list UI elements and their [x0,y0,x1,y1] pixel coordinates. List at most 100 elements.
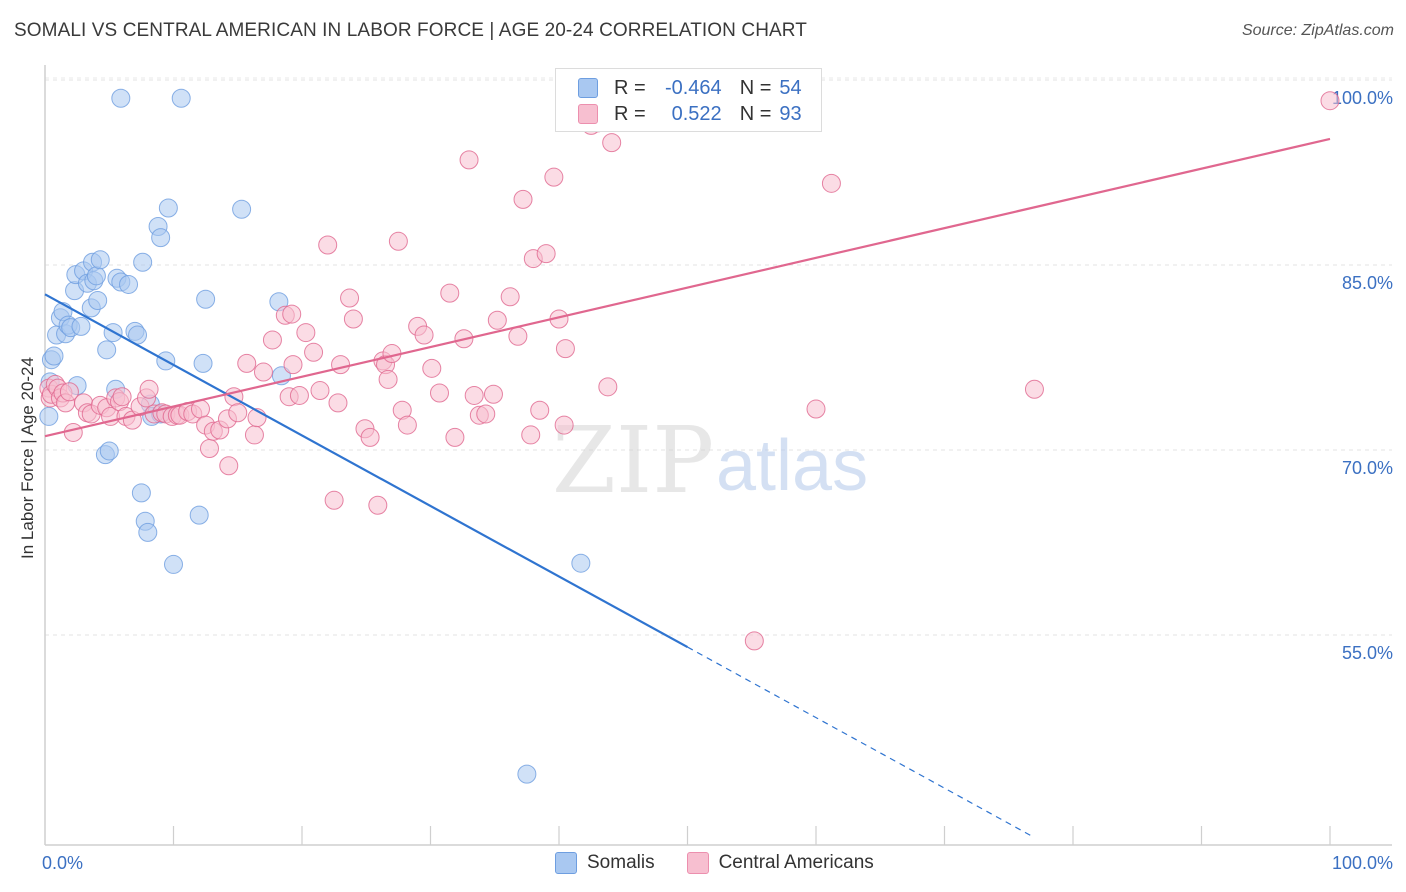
somalis-n-value: 54 [779,76,802,99]
central-american-point [598,377,618,397]
legend-row-somalis: R = -0.464 N = 54 [578,75,802,101]
somali-point [97,340,117,360]
central-american-point [1320,91,1340,111]
somali-point [86,266,106,286]
central-american-point [440,283,460,303]
legend-item-central-americans: Central Americans [686,852,874,874]
central-american-point [237,353,257,373]
correlation-legend: R = -0.464 N = 54 R = 0.522 N = 93 [555,68,822,132]
somali-trendline-extension [687,646,1035,839]
central-americans-r-value: 0.522 [671,102,722,125]
somali-point [164,554,183,574]
central-american-point [310,381,330,401]
somali-point [517,764,537,784]
central-american-point [429,383,449,403]
central-american-point [602,133,622,153]
source-label: Source: ZipAtlas.com [1241,22,1394,39]
central-american-point [324,490,344,510]
somalis-legend-swatch [555,852,577,874]
somali-point [88,291,108,310]
central-american-point [821,173,841,193]
somali-point [119,274,139,294]
somali-point [133,252,153,272]
central-american-point [445,427,465,447]
somali-point [571,553,591,573]
central-american-point [422,358,442,378]
central-american-point [555,339,575,359]
somali-point [39,406,59,426]
central-americans-legend-label: Central Americans [718,852,874,873]
central-american-point [1024,379,1044,399]
central-american-point [414,325,434,345]
central-american-point [459,150,479,170]
somali-point [90,250,110,270]
central-american-point [536,244,556,264]
central-american-point [500,287,520,307]
n-label: N = [739,102,772,125]
y-tick-label: 100.0% [1332,88,1393,108]
central-american-point [253,362,273,382]
y-tick-label: 85.0% [1342,273,1393,293]
central-american-point [331,355,351,375]
central-american-point [59,382,79,402]
somali-point [131,483,151,503]
central-american-point [378,369,398,389]
central-american-point [343,309,363,329]
central-american-point [483,384,503,404]
central-american-point [487,310,507,330]
y-tick-label: 70.0% [1342,458,1393,478]
watermark-zip: ZIP [552,407,714,514]
r-label: R = [614,76,646,99]
central-american-point [318,235,338,255]
central-american-point [112,387,132,407]
somali-point [196,289,216,309]
somali-trendline [44,293,689,649]
central-american-point [296,323,316,343]
central-american-point [244,425,264,445]
central-american-point [282,304,302,324]
central-americans-swatch [578,104,598,124]
central-american-trendline [44,137,1331,438]
central-american-point [397,415,417,435]
somali-point [232,199,252,219]
x-tick-label-max: 100.0% [1332,853,1393,873]
central-american-point [63,422,83,442]
central-american-point [513,189,533,209]
somali-point [171,88,191,108]
n-label: N = [739,76,772,99]
y-tick-label: 55.0% [1342,643,1393,663]
central-american-point [304,342,324,362]
series-legend: Somalis Central Americans [555,852,906,874]
central-american-point [228,403,248,423]
central-american-point [508,326,528,346]
watermark-atlas: atlas [716,426,868,506]
somali-point [71,316,91,336]
legend-row-central-americans: R = 0.522 N = 93 [578,101,802,127]
somali-point [111,88,131,108]
somalis-r-value: -0.464 [664,76,722,99]
x-tick-label-min: 0.0% [42,853,83,873]
central-american-point [328,393,348,413]
central-american-point [289,385,309,405]
central-american-point [262,330,282,350]
central-american-point [544,167,564,187]
somali-point [99,441,119,461]
central-american-point [521,425,541,445]
somali-point [44,346,64,366]
somali-point [151,228,171,248]
central-american-point [283,355,303,375]
central-american-point [340,288,360,308]
central-american-point [368,495,388,515]
somali-point [158,198,178,218]
central-americans-legend-swatch [686,852,709,874]
central-american-point [744,631,764,651]
central-american-point [554,415,574,435]
central-american-point [199,439,219,458]
central-american-point [530,400,550,420]
chart-title: SOMALI VS CENTRAL AMERICAN IN LABOR FORC… [14,20,807,41]
somalis-swatch [578,78,598,98]
r-label: R = [614,102,646,125]
central-american-point [139,379,159,399]
somali-point [138,522,158,542]
